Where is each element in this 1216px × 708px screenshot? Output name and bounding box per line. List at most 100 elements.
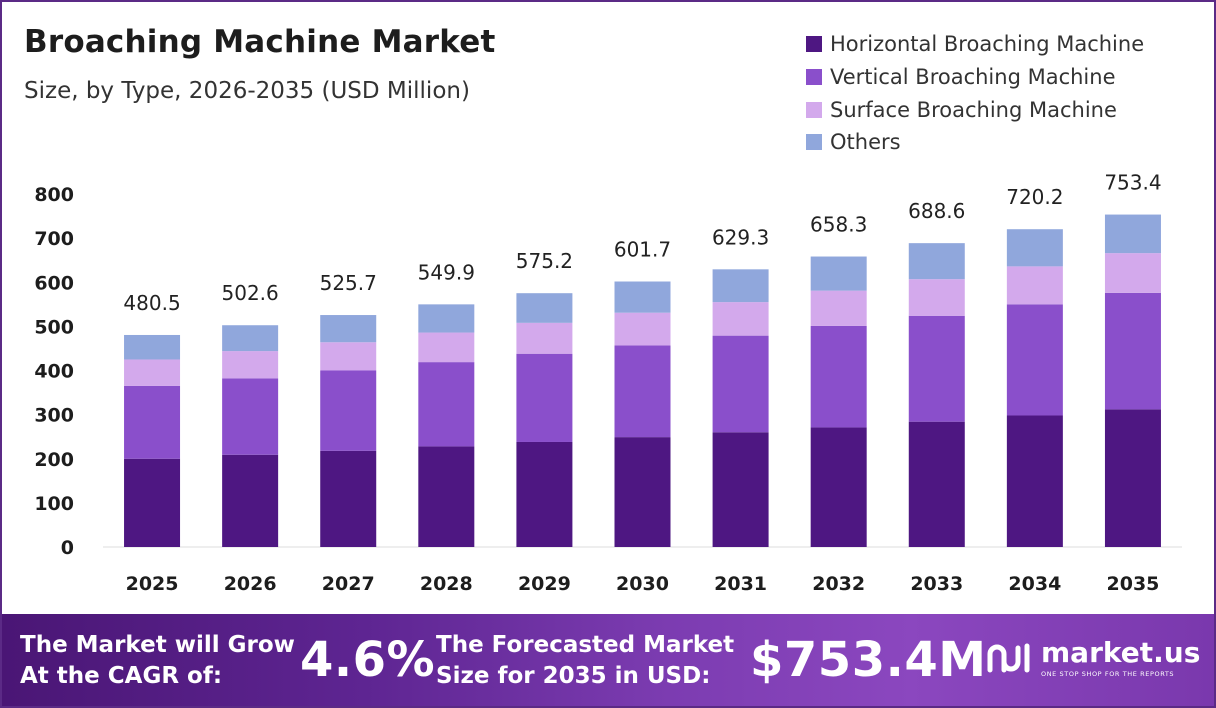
bar-segment-others-2034 [1006, 229, 1063, 267]
bar-total-label: 549.9 [418, 260, 475, 284]
y-tick-label: 500 [34, 316, 74, 338]
footer-banner: The Market will Grow At the CAGR of: 4.6… [2, 614, 1214, 706]
bar-segment-vertical-2025 [124, 385, 181, 459]
x-tick-label: 2027 [322, 573, 375, 595]
bar-segment-vertical-2027 [320, 370, 377, 451]
bar-total-label: 502.6 [222, 281, 279, 305]
cagr-label-line1: The Market will Grow [20, 632, 295, 658]
brand-tagline: ONE STOP SHOP FOR THE REPORTS [1041, 670, 1175, 678]
chart-subtitle: Size, by Type, 2026-2035 (USD Million) [24, 78, 470, 104]
bar-segment-surface-2034 [1006, 266, 1063, 305]
bar-segment-horizontal-2030 [614, 437, 671, 547]
bar-segment-vertical-2034 [1006, 304, 1063, 416]
bar-segment-surface-2026 [222, 351, 279, 379]
bar-segment-vertical-2033 [908, 315, 965, 422]
legend-label: Surface Broaching Machine [830, 97, 1117, 122]
bar-segment-surface-2028 [418, 332, 475, 363]
bar-segment-others-2033 [908, 243, 965, 280]
legend-swatch [806, 101, 822, 118]
bar-segment-horizontal-2035 [1104, 409, 1161, 547]
bar-total-label: 720.2 [1006, 185, 1063, 209]
bar-segment-others-2026 [222, 325, 279, 352]
bar-segment-vertical-2031 [712, 335, 769, 433]
cagr-label: The Market will Grow At the CAGR of: [20, 630, 295, 692]
x-tick-label: 2029 [518, 573, 571, 595]
x-tick-label: 2032 [812, 573, 865, 595]
legend-item-horizontal: Horizontal Broaching Machine [806, 28, 1144, 61]
bar-segment-vertical-2026 [222, 378, 279, 455]
y-tick-label: 600 [34, 272, 74, 294]
bar-segment-others-2030 [614, 281, 671, 313]
cagr-label-line2: At the CAGR of: [20, 663, 223, 689]
legend-swatch [806, 36, 822, 53]
brand-name: market.us [1041, 636, 1201, 669]
y-tick-label: 300 [34, 405, 74, 427]
bar-total-label: 575.2 [516, 249, 573, 273]
stacked-bar-chart: 0 100 200 300 400 500 600 700 800 480.5 2025 502.6 2… [34, 171, 1182, 595]
bar-segment-horizontal-2027 [320, 450, 377, 547]
bar-segment-surface-2027 [320, 342, 377, 371]
bar-total-label: 601.7 [614, 237, 671, 261]
legend-item-others: Others [806, 126, 1144, 159]
bar-segment-horizontal-2028 [418, 446, 475, 547]
bar-segment-vertical-2032 [810, 325, 867, 428]
bar-segment-horizontal-2029 [516, 441, 573, 547]
cagr-value: 4.6% [300, 632, 436, 688]
bar-segment-vertical-2030 [614, 345, 671, 438]
y-tick-label: 100 [34, 493, 74, 515]
chart-legend: Horizontal Broaching Machine Vertical Bro… [806, 28, 1144, 159]
x-tick-label: 2035 [1107, 573, 1160, 595]
bar-segment-horizontal-2026 [222, 454, 279, 547]
x-tick-label: 2033 [910, 573, 963, 595]
x-tick-label: 2034 [1008, 573, 1061, 595]
legend-label: Others [830, 130, 901, 155]
bar-segment-others-2035 [1104, 214, 1161, 254]
x-tick-label: 2030 [616, 573, 669, 595]
bar-total-label: 688.6 [908, 199, 965, 223]
legend-item-vertical: Vertical Broaching Machine [806, 61, 1144, 94]
legend-item-surface: Surface Broaching Machine [806, 93, 1144, 126]
legend-swatch [806, 69, 822, 86]
y-tick-label: 0 [61, 537, 74, 559]
bar-segment-vertical-2035 [1104, 292, 1161, 410]
forecast-label: The Forecasted Market Size for 2035 in U… [436, 630, 734, 692]
bar-segment-vertical-2029 [516, 353, 573, 442]
bar-segment-surface-2032 [810, 290, 867, 326]
bar-segment-others-2025 [124, 334, 181, 360]
y-tick-label: 200 [34, 449, 74, 471]
bar-total-label: 629.3 [712, 225, 769, 249]
bar-segment-horizontal-2033 [908, 421, 965, 547]
bar-segment-vertical-2028 [418, 362, 475, 447]
market-us-logo-icon [987, 643, 1030, 673]
bar-segment-others-2032 [810, 256, 867, 291]
bar-segment-horizontal-2034 [1006, 415, 1063, 547]
bar-segment-horizontal-2025 [124, 458, 181, 547]
bar-segment-others-2028 [418, 304, 475, 333]
bar-total-label: 658.3 [810, 213, 867, 237]
x-tick-label: 2025 [126, 573, 179, 595]
forecast-value: $753.4M [750, 632, 987, 688]
bar-segment-surface-2033 [908, 279, 965, 316]
bar-segment-surface-2025 [124, 359, 181, 386]
bar-segment-horizontal-2031 [712, 432, 769, 547]
x-tick-label: 2026 [224, 573, 277, 595]
bar-segment-others-2029 [516, 293, 573, 323]
y-tick-label: 400 [34, 361, 74, 383]
bar-segment-others-2027 [320, 315, 377, 343]
bar-total-label: 753.4 [1104, 171, 1161, 195]
x-tick-label: 2028 [420, 573, 473, 595]
bar-segment-horizontal-2032 [810, 427, 867, 547]
x-tick-label: 2031 [714, 573, 767, 595]
legend-label: Horizontal Broaching Machine [830, 32, 1145, 57]
chart-title: Broaching Machine Market [24, 24, 496, 60]
bar-segment-surface-2030 [614, 312, 671, 346]
bar-total-label: 480.5 [123, 291, 180, 315]
legend-label: Vertical Broaching Machine [830, 65, 1116, 90]
brand-logo[interactable]: market.us ONE STOP SHOP FOR THE REPORTS [987, 636, 1200, 678]
legend-swatch [806, 134, 822, 151]
bar-segment-others-2031 [712, 269, 769, 303]
y-tick-label: 700 [34, 228, 74, 250]
bar-segment-surface-2031 [712, 302, 769, 336]
forecast-label-line1: The Forecasted Market [436, 632, 735, 658]
